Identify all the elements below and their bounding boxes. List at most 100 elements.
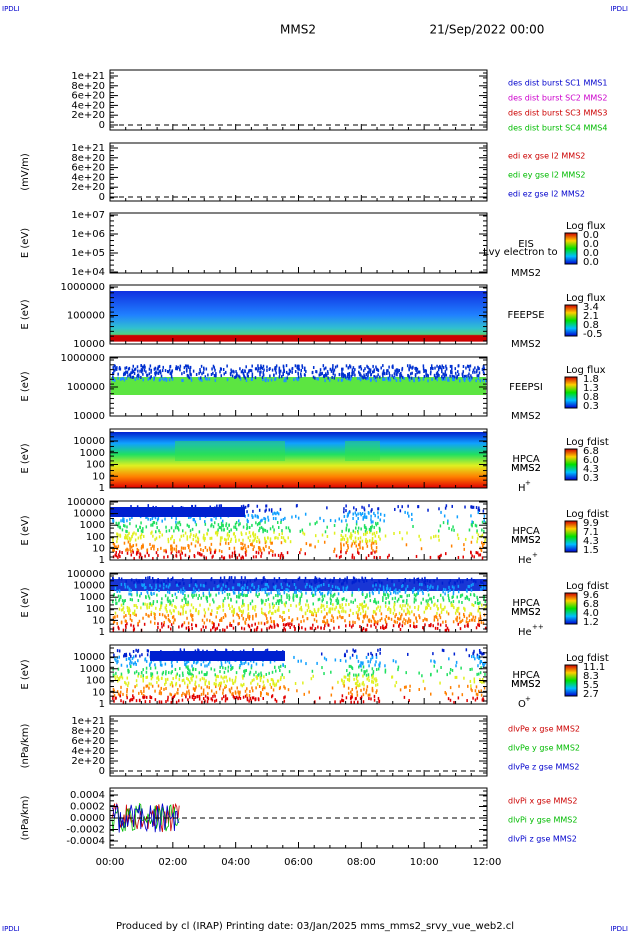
spectrogram-pixel <box>125 534 127 538</box>
spectrogram-pixel <box>466 699 468 703</box>
spectrogram-pixel <box>176 659 178 663</box>
spectrogram-pixel <box>350 690 352 694</box>
spectrogram-pixel <box>220 367 223 371</box>
y-tick-label: 1e+04 <box>71 267 105 278</box>
spectrogram-pixel <box>265 508 267 512</box>
spectrogram-pixel <box>411 588 414 592</box>
spectrogram-pixel <box>373 698 376 702</box>
spectrogram-pixel <box>478 617 480 621</box>
spectrogram-pixel <box>173 539 175 543</box>
spectrogram-pixel <box>142 534 145 538</box>
spectrogram-pixel <box>122 700 125 704</box>
species-charge: + <box>532 551 538 559</box>
spectrogram-pixel <box>147 594 150 598</box>
spectrogram-pixel <box>140 592 142 596</box>
spectrogram-pixel <box>165 672 167 676</box>
spectrogram-pixel <box>399 378 401 382</box>
spectrogram-pixel <box>184 597 187 601</box>
spectrogram-pixel <box>375 379 377 383</box>
spectrogram-pixel <box>153 592 155 596</box>
spectrogram-pixel <box>167 617 170 621</box>
spectrogram-pixel <box>375 668 378 672</box>
spectrogram-pixel <box>370 518 372 522</box>
spectrogram-pixel <box>112 542 115 546</box>
spectrogram-pixel <box>165 529 168 533</box>
spectrogram-pixel <box>340 378 343 382</box>
spectrogram-pixel <box>245 549 248 553</box>
spectrogram-pixel <box>161 625 163 629</box>
spectrogram-pixel <box>424 579 427 583</box>
spectrogram-pixel <box>218 682 221 686</box>
spectrogram-pixel <box>411 518 413 522</box>
spectrogram-pixel <box>128 606 130 610</box>
spectrogram-pixel <box>213 580 216 584</box>
spectrogram-pixel <box>405 543 408 547</box>
spectrogram-pixel <box>130 553 133 557</box>
spectrogram-pixel <box>144 695 146 699</box>
spectrogram-pixel <box>384 626 387 630</box>
spectrogram-pixel <box>192 595 194 599</box>
spectrogram-pixel <box>165 616 167 620</box>
spectrogram-pixel <box>206 548 209 552</box>
spectrogram-pixel <box>137 621 139 625</box>
spectrogram-pixel <box>250 666 253 670</box>
spectrogram-pixel <box>476 529 478 533</box>
spectrogram-pixel <box>280 375 283 379</box>
spectrogram-pixel <box>484 600 486 604</box>
spectrogram-pixel <box>269 539 272 543</box>
spectrogram-pixel <box>178 625 180 629</box>
spectrogram-pixel <box>457 364 460 368</box>
spectrogram-pixel <box>274 665 276 669</box>
spectrogram-pixel <box>244 620 246 624</box>
spectrogram-pixel <box>374 683 377 687</box>
spectrogram-pixel <box>142 378 145 382</box>
spectrogram-pixel <box>384 604 387 608</box>
spectrogram-pixel <box>231 554 233 558</box>
spectrogram-pixel <box>197 648 199 652</box>
spectrogram-pixel <box>191 623 193 627</box>
spectrogram-pixel <box>113 694 116 698</box>
spectrogram-pixel <box>130 578 133 582</box>
spectrogram-pixel <box>257 364 259 368</box>
spectrogram-pixel <box>379 537 381 541</box>
spectrogram-pixel <box>283 696 285 700</box>
spectrogram-pixel <box>358 617 360 621</box>
spectrogram-pixel <box>449 588 451 592</box>
spectrogram-pixel <box>288 582 290 586</box>
spacecraft-label: MMS2 <box>511 679 541 690</box>
spectrogram-pixel <box>453 606 455 610</box>
spectrogram-pixel <box>127 367 130 371</box>
spectrogram-pixel <box>480 603 483 607</box>
spectrogram-pixel <box>256 676 259 680</box>
spectrogram-pixel <box>313 618 316 622</box>
spectrogram-pixel <box>365 688 368 692</box>
spectrogram-pixel <box>206 377 208 381</box>
spectrogram-pixel <box>240 556 242 560</box>
spectrogram-pixel <box>433 664 435 668</box>
spectrogram-pixel <box>272 512 274 516</box>
spectrogram-pixel <box>470 540 473 544</box>
spectrogram-pixel <box>434 366 436 370</box>
spectrogram-pixel <box>156 371 158 375</box>
spectrogram-pixel <box>370 546 373 550</box>
spectrogram-pixel <box>224 537 226 541</box>
spectrogram-pixel <box>117 677 120 681</box>
spectrogram-pixel <box>339 605 341 609</box>
spectrogram-pixel <box>312 602 315 606</box>
spectrogram-pixel <box>286 588 289 592</box>
spectrogram-pixel <box>357 537 360 541</box>
spectrogram-pixel <box>476 598 479 602</box>
spectrogram-pixel <box>243 587 246 591</box>
spectrogram-pixel <box>159 663 162 667</box>
spectrogram-pixel <box>234 680 236 684</box>
spectrogram-pixel <box>272 550 274 554</box>
spectrogram-pixel <box>385 622 388 626</box>
spectrogram-pixel <box>146 373 148 377</box>
spectrogram-pixel <box>200 628 203 632</box>
spectrogram-pixel <box>367 376 370 380</box>
spectrogram-pixel <box>287 589 290 593</box>
spectrogram-pixel <box>264 578 266 582</box>
spectrogram-pixel <box>452 589 455 593</box>
spectrogram-pixel <box>422 364 425 368</box>
spectrogram-pixel <box>243 603 245 607</box>
